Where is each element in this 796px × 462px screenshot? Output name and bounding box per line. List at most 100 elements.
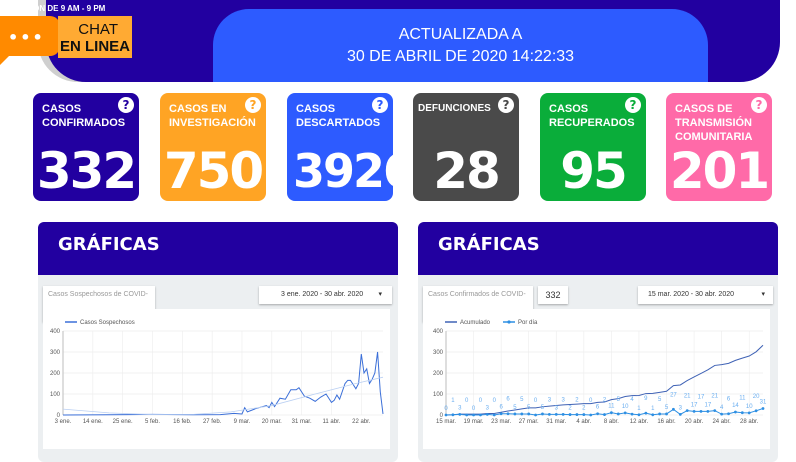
daily-point: [499, 412, 503, 416]
y-tick-label: 300: [433, 350, 444, 356]
x-tick-label: 11 abr.: [323, 419, 341, 425]
daily-point: [727, 412, 730, 416]
x-tick-label: 27 feb.: [203, 419, 222, 425]
stat-card: DEFUNCIONES ? 28: [413, 93, 519, 201]
daily-point: [685, 409, 689, 412]
cumulative-line: [445, 344, 764, 416]
y-tick-label: 200: [433, 371, 444, 377]
stat-label: CASOS DESCARTADOS: [296, 103, 381, 129]
daily-point: [568, 413, 572, 416]
data-label: 3: [458, 405, 462, 411]
x-tick-label: 22 abr.: [352, 419, 371, 425]
help-icon[interactable]: ?: [498, 97, 514, 113]
help-icon[interactable]: ?: [751, 97, 767, 113]
daily-point: [534, 413, 537, 417]
data-label: 17: [698, 394, 705, 400]
daily-point: [561, 412, 565, 416]
date-range-select[interactable]: 15 mar. 2020 - 30 abr. 2020 ▾: [638, 286, 773, 304]
stat-card: CASOS RECUPERADOS ? 95: [540, 93, 646, 201]
data-label: 5: [658, 397, 662, 403]
stat-value: 201: [669, 142, 770, 200]
y-tick-label: 100: [50, 392, 61, 398]
data-label: 4: [630, 397, 634, 403]
data-label: 5: [617, 397, 621, 403]
chat-button[interactable]: CHAT EN LINEA: [58, 16, 132, 58]
daily-point: [589, 413, 593, 417]
data-label: 2: [603, 398, 607, 404]
y-tick-label: 0: [440, 413, 444, 419]
x-tick-label: 5 feb.: [145, 419, 160, 425]
daily-point: [692, 410, 696, 413]
y-tick-label: 100: [433, 392, 444, 398]
dropdown-arrow-icon: ▾: [378, 291, 382, 298]
daily-point: [458, 412, 462, 416]
data-label: 17: [691, 402, 698, 408]
daily-point: [672, 407, 675, 411]
daily-point: [520, 412, 524, 416]
data-label: 6: [506, 397, 510, 403]
daily-point: [754, 409, 758, 413]
date-range-select[interactable]: 3 ene. 2020 - 30 abr. 2020 ▾: [259, 286, 392, 304]
daily-point: [747, 411, 751, 415]
y-tick-label: 300: [50, 350, 61, 356]
chat-bubble-tail: [0, 55, 10, 65]
data-label: 4: [720, 405, 724, 411]
dropdown-arrow-icon: ▾: [761, 291, 765, 298]
stat-value: 95: [560, 142, 628, 200]
data-label: 11: [608, 404, 615, 410]
data-label: 0: [465, 398, 469, 404]
daily-point: [630, 412, 634, 416]
data-label: 0: [472, 406, 476, 412]
daily-point: [644, 411, 648, 415]
daily-point: [623, 411, 627, 415]
data-label: 21: [684, 394, 691, 400]
help-icon[interactable]: ?: [372, 97, 388, 113]
panel-confirmed: GRÁFICAS Casos Confirmados de COVID-19 3…: [418, 222, 778, 462]
data-label: 6: [727, 397, 731, 403]
data-label: 5: [520, 397, 524, 403]
stat-label: CASOS RECUPERADOS: [549, 103, 635, 129]
stat-label: CASOS EN INVESTIGACIÓN: [169, 103, 256, 129]
help-icon[interactable]: ?: [118, 97, 134, 113]
x-tick-label: 9 mar.: [234, 419, 251, 425]
stat-card: CASOS DE TRANSMISIÓN COMUNITARIA ? 201: [666, 93, 772, 201]
daily-point: [451, 413, 455, 417]
stat-label: CASOS DE TRANSMISIÓN COMUNITARIA: [675, 103, 753, 143]
help-icon[interactable]: ?: [245, 97, 261, 113]
x-tick-label: 8 abr.: [604, 419, 619, 425]
daily-point: [492, 413, 496, 417]
data-label: 31: [760, 399, 767, 405]
data-label: 14: [732, 403, 739, 409]
help-icon[interactable]: ?: [625, 97, 641, 113]
daily-point: [513, 412, 517, 416]
data-label: 2: [582, 406, 586, 412]
data-label: 0: [493, 398, 497, 404]
x-tick-label: 16 abr.: [657, 419, 676, 425]
daily-point: [444, 413, 448, 417]
daily-point: [575, 413, 579, 416]
chat-label-2: EN LINEA: [59, 38, 130, 55]
data-label: 5: [513, 405, 517, 411]
data-label: 17: [705, 402, 712, 408]
chat-label: CHAT: [78, 21, 118, 38]
chat-bubble-icon[interactable]: •••: [0, 16, 60, 56]
x-tick-label: 25 ene.: [113, 419, 133, 425]
data-label: 2: [575, 398, 579, 404]
data-label: 9: [644, 396, 648, 402]
daily-point: [596, 412, 600, 416]
stat-card: CASOS EN INVESTIGACIÓN ? 750: [160, 93, 266, 201]
daily-point: [699, 410, 703, 413]
legend-marker: [507, 320, 511, 324]
x-tick-label: 15 mar.: [436, 419, 456, 425]
daily-point: [761, 407, 765, 410]
data-label: 20: [753, 394, 760, 400]
daily-point: [740, 411, 744, 415]
x-tick-label: 14 ene.: [83, 419, 103, 425]
daily-point: [479, 413, 482, 417]
x-tick-label: 20 mar.: [262, 419, 282, 425]
daily-point: [485, 412, 489, 416]
daily-point: [603, 413, 606, 416]
trend-line: [62, 376, 384, 415]
data-label: 0: [589, 398, 593, 404]
